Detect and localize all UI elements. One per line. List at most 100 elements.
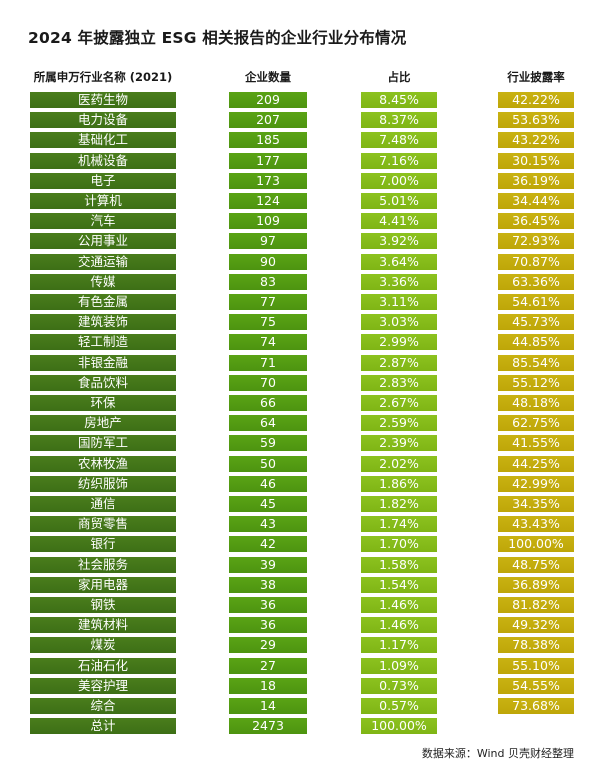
table-row: 国防军工 59 2.39% 41.55% — [0, 433, 598, 453]
table-row: 建筑装饰 75 3.03% 45.73% — [0, 312, 598, 332]
table-row: 建筑材料 36 1.46% 49.32% — [0, 615, 598, 635]
industry-cell: 有色金属 — [30, 294, 176, 310]
table-row: 美容护理 18 0.73% 54.55% — [0, 676, 598, 696]
industry-cell: 电力设备 — [30, 112, 176, 129]
share-cell: 1.09% — [361, 657, 437, 674]
count-cell: 185 — [229, 132, 307, 149]
share-cell: 3.64% — [361, 253, 437, 270]
table-row: 房地产 64 2.59% 62.75% — [0, 413, 598, 433]
count-cell: 38 — [229, 576, 307, 593]
share-cell: 1.70% — [361, 536, 437, 553]
industry-cell: 建筑材料 — [30, 617, 176, 634]
rate-cell: 44.85% — [498, 334, 574, 351]
share-cell: 2.59% — [361, 415, 437, 432]
rate-cell: 72.93% — [498, 233, 574, 250]
industry-cell: 煤炭 — [30, 637, 176, 654]
industry-cell: 钢铁 — [30, 597, 176, 613]
rate-cell: 63.36% — [498, 273, 574, 290]
rate-cell: 42.99% — [498, 475, 574, 492]
industry-cell: 交通运输 — [30, 253, 176, 270]
share-cell: 1.46% — [361, 597, 437, 613]
share-cell: 7.16% — [361, 152, 437, 169]
share-cell: 3.36% — [361, 273, 437, 290]
count-cell: 42 — [229, 536, 307, 553]
table-row: 交通运输 90 3.64% 70.87% — [0, 252, 598, 272]
count-cell: 29 — [229, 637, 307, 654]
industry-cell: 银行 — [30, 536, 176, 553]
rate-cell: 43.22% — [498, 132, 574, 149]
industry-cell: 基础化工 — [30, 132, 176, 149]
share-cell: 1.46% — [361, 617, 437, 634]
table-row: 电力设备 207 8.37% 53.63% — [0, 110, 598, 130]
industry-cell: 美容护理 — [30, 677, 176, 694]
share-cell: 1.82% — [361, 496, 437, 512]
rate-cell: 78.38% — [498, 637, 574, 654]
table-row: 石油石化 27 1.09% 55.10% — [0, 656, 598, 676]
industry-cell: 电子 — [30, 172, 176, 189]
total-industry-cell: 总计 — [30, 718, 176, 735]
count-cell: 43 — [229, 516, 307, 533]
count-cell: 36 — [229, 617, 307, 634]
rate-cell: 54.55% — [498, 677, 574, 694]
table-row: 医药生物 209 8.45% 42.22% — [0, 90, 598, 110]
rate-cell: 34.35% — [498, 496, 574, 512]
count-cell: 83 — [229, 273, 307, 290]
rate-cell: 48.75% — [498, 556, 574, 573]
header-industry: 所属申万行业名称 (2021) — [33, 70, 173, 84]
industry-cell: 纺织服饰 — [30, 475, 176, 492]
share-cell: 2.87% — [361, 354, 437, 371]
count-cell: 173 — [229, 172, 307, 189]
count-cell: 70 — [229, 374, 307, 391]
share-cell: 2.02% — [361, 455, 437, 472]
table-row: 食品饮料 70 2.83% 55.12% — [0, 373, 598, 393]
count-cell: 71 — [229, 354, 307, 371]
rate-cell: 36.19% — [498, 172, 574, 189]
share-cell: 1.74% — [361, 516, 437, 533]
table-row: 商贸零售 43 1.74% 43.43% — [0, 514, 598, 534]
industry-cell: 机械设备 — [30, 152, 176, 169]
share-cell: 5.01% — [361, 193, 437, 209]
header-share: 占比 — [387, 70, 411, 84]
count-cell: 66 — [229, 395, 307, 411]
industry-cell: 医药生物 — [30, 92, 176, 108]
table-row: 钢铁 36 1.46% 81.82% — [0, 595, 598, 615]
table-row: 综合 14 0.57% 73.68% — [0, 696, 598, 716]
industry-cell: 公用事业 — [30, 233, 176, 250]
header-rate: 行业披露率 — [507, 70, 565, 84]
rate-cell: 41.55% — [498, 435, 574, 452]
table-row: 银行 42 1.70% 100.00% — [0, 534, 598, 554]
share-cell: 1.54% — [361, 576, 437, 593]
count-cell: 14 — [229, 698, 307, 714]
rate-cell: 85.54% — [498, 354, 574, 371]
industry-cell: 计算机 — [30, 193, 176, 209]
rate-cell: 100.00% — [498, 536, 574, 553]
rate-cell: 73.68% — [498, 698, 574, 714]
share-cell: 8.37% — [361, 112, 437, 129]
share-cell: 1.86% — [361, 475, 437, 492]
share-cell: 0.57% — [361, 698, 437, 714]
share-cell: 0.73% — [361, 677, 437, 694]
rate-cell: 49.32% — [498, 617, 574, 634]
table-row: 公用事业 97 3.92% 72.93% — [0, 231, 598, 251]
industry-cell: 汽车 — [30, 213, 176, 230]
count-cell: 64 — [229, 415, 307, 432]
share-cell: 2.83% — [361, 374, 437, 391]
rate-cell: 48.18% — [498, 395, 574, 411]
share-cell: 7.48% — [361, 132, 437, 149]
count-cell: 59 — [229, 435, 307, 452]
share-cell: 1.58% — [361, 556, 437, 573]
rate-cell: 81.82% — [498, 597, 574, 613]
share-cell: 7.00% — [361, 172, 437, 189]
share-cell: 1.17% — [361, 637, 437, 654]
rate-cell: 43.43% — [498, 516, 574, 533]
table-row: 农林牧渔 50 2.02% 44.25% — [0, 454, 598, 474]
industry-cell: 通信 — [30, 496, 176, 512]
industry-cell: 建筑装饰 — [30, 314, 176, 331]
share-cell: 2.39% — [361, 435, 437, 452]
table-row: 通信 45 1.82% 34.35% — [0, 494, 598, 514]
table-row: 有色金属 77 3.11% 54.61% — [0, 292, 598, 312]
industry-cell: 综合 — [30, 698, 176, 714]
table-row-total: 总计 2473 100.00% — [0, 716, 598, 736]
table-row: 机械设备 177 7.16% 30.15% — [0, 151, 598, 171]
count-cell: 207 — [229, 112, 307, 129]
